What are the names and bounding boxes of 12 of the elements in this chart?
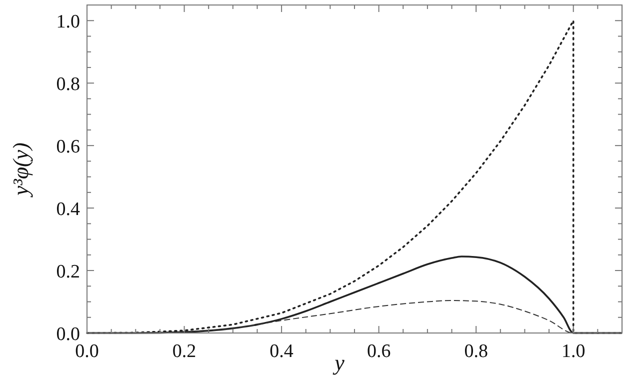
x-tick-label: 0.6 [366,341,391,362]
y-tick-label: 1.0 [56,12,80,33]
y-tick-label: 0.2 [56,262,80,283]
x-tick-label: 0.2 [172,341,196,362]
x-tick-label: 1.0 [561,341,586,362]
y-tick-label: 0.6 [56,136,80,158]
y-tick-label: 0.4 [56,199,80,220]
y-axis-title: y³φ(y) [8,142,33,198]
x-tick-label: 0.8 [464,341,488,362]
x-tick-label: 0.4 [270,341,294,362]
y-tick-label: 0.8 [56,74,80,96]
x-axis-title: y [332,350,345,375]
